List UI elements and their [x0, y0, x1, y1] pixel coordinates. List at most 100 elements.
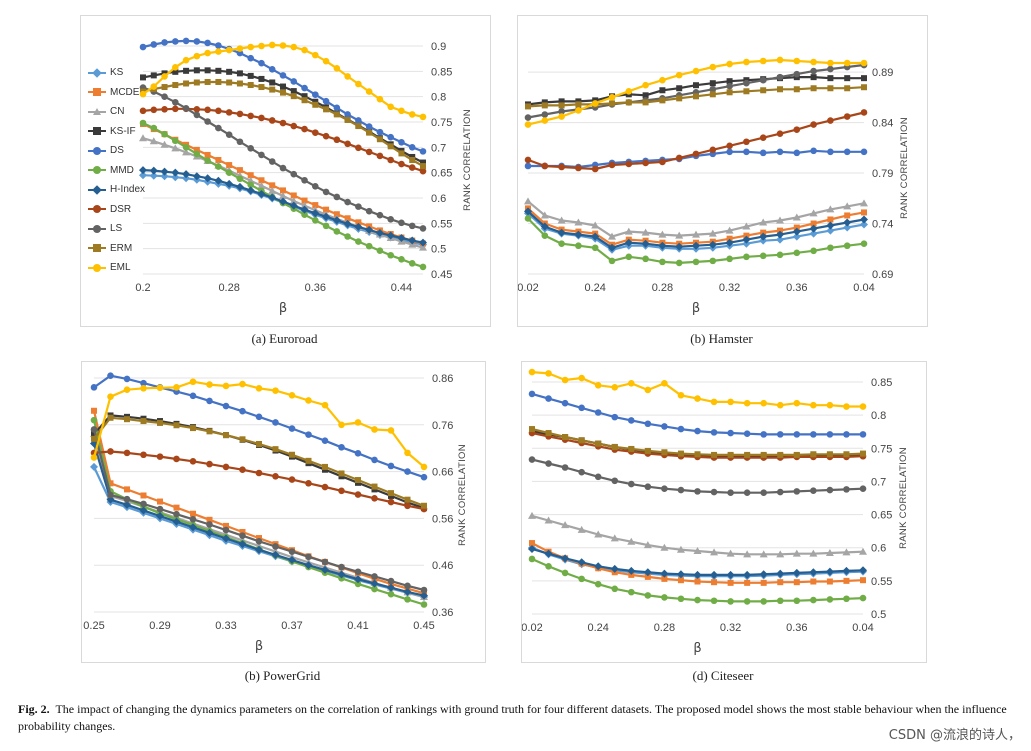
data-point-ks	[139, 171, 147, 180]
data-point-dsr	[322, 132, 330, 140]
data-point-ds	[387, 133, 394, 141]
data-point-eml	[189, 378, 197, 386]
data-point-erm	[173, 422, 180, 429]
data-point-eml	[355, 80, 362, 88]
data-point-erm	[760, 451, 767, 458]
x-tick-label: 0.25	[83, 620, 104, 632]
data-point-ds	[344, 111, 351, 118]
data-point-eml	[644, 386, 652, 394]
data-point-eml	[420, 463, 428, 471]
data-point-mmd	[371, 585, 378, 593]
data-point-ls	[709, 85, 717, 93]
data-point-erm	[157, 419, 163, 426]
data-point-dsr	[305, 480, 312, 487]
x-tick-label: 0.41	[347, 620, 368, 632]
data-point-erm	[421, 502, 427, 509]
series-ls	[90, 426, 428, 594]
data-point-ls	[182, 105, 190, 112]
data-point-erm	[161, 84, 168, 91]
data-point-ks-if	[290, 88, 297, 95]
data-point-mmd	[642, 255, 649, 263]
data-point-ls	[408, 222, 416, 230]
data-point-ls	[239, 532, 246, 540]
data-point-ks-if	[575, 98, 582, 105]
data-point-cn	[524, 197, 532, 205]
data-point-mcde	[677, 577, 684, 584]
data-point-eml	[827, 59, 834, 67]
data-point-dsr	[189, 458, 197, 465]
data-point-eml	[860, 59, 868, 67]
series-mmd	[528, 555, 867, 605]
data-point-erm	[371, 483, 378, 490]
data-point-h-index	[725, 238, 734, 247]
data-point-erm	[545, 430, 552, 437]
data-point-cn	[160, 140, 169, 148]
data-point-mmd	[694, 596, 701, 604]
data-point-mcde	[269, 182, 276, 189]
data-point-ds	[247, 54, 254, 62]
y-tick-label: 0.84	[872, 118, 893, 130]
data-point-mcde	[793, 224, 800, 231]
data-point-cn	[171, 144, 180, 152]
data-point-ds	[279, 72, 287, 79]
data-point-ks-if	[642, 92, 649, 99]
data-point-erm	[333, 111, 340, 118]
y-tick-label: 0.5	[871, 609, 886, 621]
data-point-dsr	[239, 466, 246, 474]
data-point-ls	[215, 124, 222, 132]
legend-swatch	[88, 184, 106, 195]
data-point-erm	[810, 85, 817, 92]
data-point-erm	[709, 91, 716, 98]
data-point-ls	[661, 485, 668, 493]
caption-hamster: (b) Hamster	[690, 331, 753, 346]
data-point-ls	[173, 510, 180, 518]
data-point-mmd	[575, 242, 582, 250]
data-point-mmd	[608, 257, 616, 265]
data-point-ds	[594, 409, 602, 416]
data-point-dsr	[279, 119, 287, 127]
data-point-h-index	[246, 186, 255, 195]
data-point-ds	[810, 147, 817, 155]
data-point-ls	[398, 219, 405, 227]
x-axis-label: β	[692, 301, 700, 316]
data-point-ks	[776, 235, 784, 244]
data-point-eml	[594, 382, 602, 389]
legend-item-h-index: H-Index	[88, 180, 145, 200]
data-point-ds	[140, 379, 147, 387]
data-point-mcde	[743, 232, 750, 239]
data-point-mmd	[398, 256, 405, 263]
data-point-ds	[420, 473, 428, 481]
data-point-h-index	[255, 545, 263, 554]
legend-item-dsr: DSR	[88, 200, 145, 220]
legend-item-mmd: MMD	[88, 161, 145, 181]
series-ds	[90, 372, 428, 481]
legend-item-cn: CN	[88, 102, 145, 122]
data-point-h-index	[337, 570, 346, 579]
data-point-mmd	[404, 596, 411, 603]
data-point-h-index	[776, 569, 785, 578]
data-point-eml	[290, 43, 298, 51]
data-point-ks-if	[91, 431, 97, 438]
data-point-ds	[545, 395, 552, 402]
data-point-erm	[107, 414, 114, 421]
data-point-mcde	[726, 235, 733, 242]
y-tick-label: 0.86	[432, 373, 453, 385]
data-point-eml	[726, 60, 733, 68]
data-point-ls	[545, 460, 552, 467]
data-point-h-index	[860, 215, 868, 224]
data-point-ls	[189, 516, 197, 523]
data-point-h-index	[743, 570, 752, 579]
y-tick-label: 0.8	[871, 410, 886, 422]
y-tick-label: 0.66	[432, 467, 453, 479]
x-tick-label: 0.04	[853, 282, 874, 294]
data-point-h-index	[540, 222, 549, 231]
data-point-h-index	[289, 201, 298, 210]
data-point-h-index	[268, 193, 277, 202]
data-point-h-index	[641, 239, 650, 248]
data-point-eml	[338, 421, 345, 429]
data-point-dsr	[675, 154, 683, 162]
data-point-ls	[859, 485, 867, 493]
data-point-ls	[344, 198, 351, 206]
series-h-index	[524, 207, 868, 252]
data-point-dsr	[206, 460, 213, 468]
